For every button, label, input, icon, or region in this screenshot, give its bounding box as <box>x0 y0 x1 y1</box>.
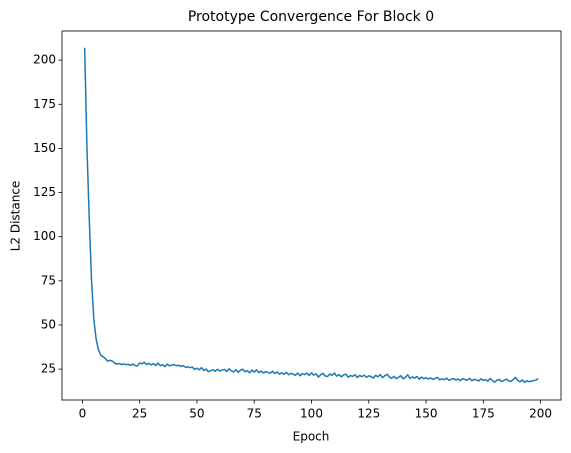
line <box>83 47 539 384</box>
y-tick-label: 125 <box>33 185 56 199</box>
y-tick-label: 100 <box>33 229 56 243</box>
y-tick-label: 150 <box>33 141 56 155</box>
y-tick-label: 75 <box>41 273 56 287</box>
chart-title: Prototype Convergence For Block 0 <box>188 9 434 25</box>
y-tick-label: 200 <box>33 53 56 67</box>
x-tick-label: 100 <box>300 407 323 421</box>
x-tick-label: 50 <box>189 407 204 421</box>
x-tick-label: 75 <box>247 407 262 421</box>
x-tick-label: 200 <box>529 407 552 421</box>
x-tick-label: 150 <box>415 407 438 421</box>
y-axis-label: L2 Distance <box>9 181 23 252</box>
x-axis-label: Epoch <box>293 430 330 444</box>
x-tick-label: 0 <box>79 407 87 421</box>
y-tick-label: 50 <box>41 317 56 331</box>
x-tick-label: 175 <box>472 407 495 421</box>
x-tick-label: 125 <box>357 407 380 421</box>
x-tick-label: 25 <box>132 407 147 421</box>
y-tick-label: 175 <box>33 97 56 111</box>
plot-frame <box>61 30 562 401</box>
y-tick-label: 25 <box>41 362 56 376</box>
